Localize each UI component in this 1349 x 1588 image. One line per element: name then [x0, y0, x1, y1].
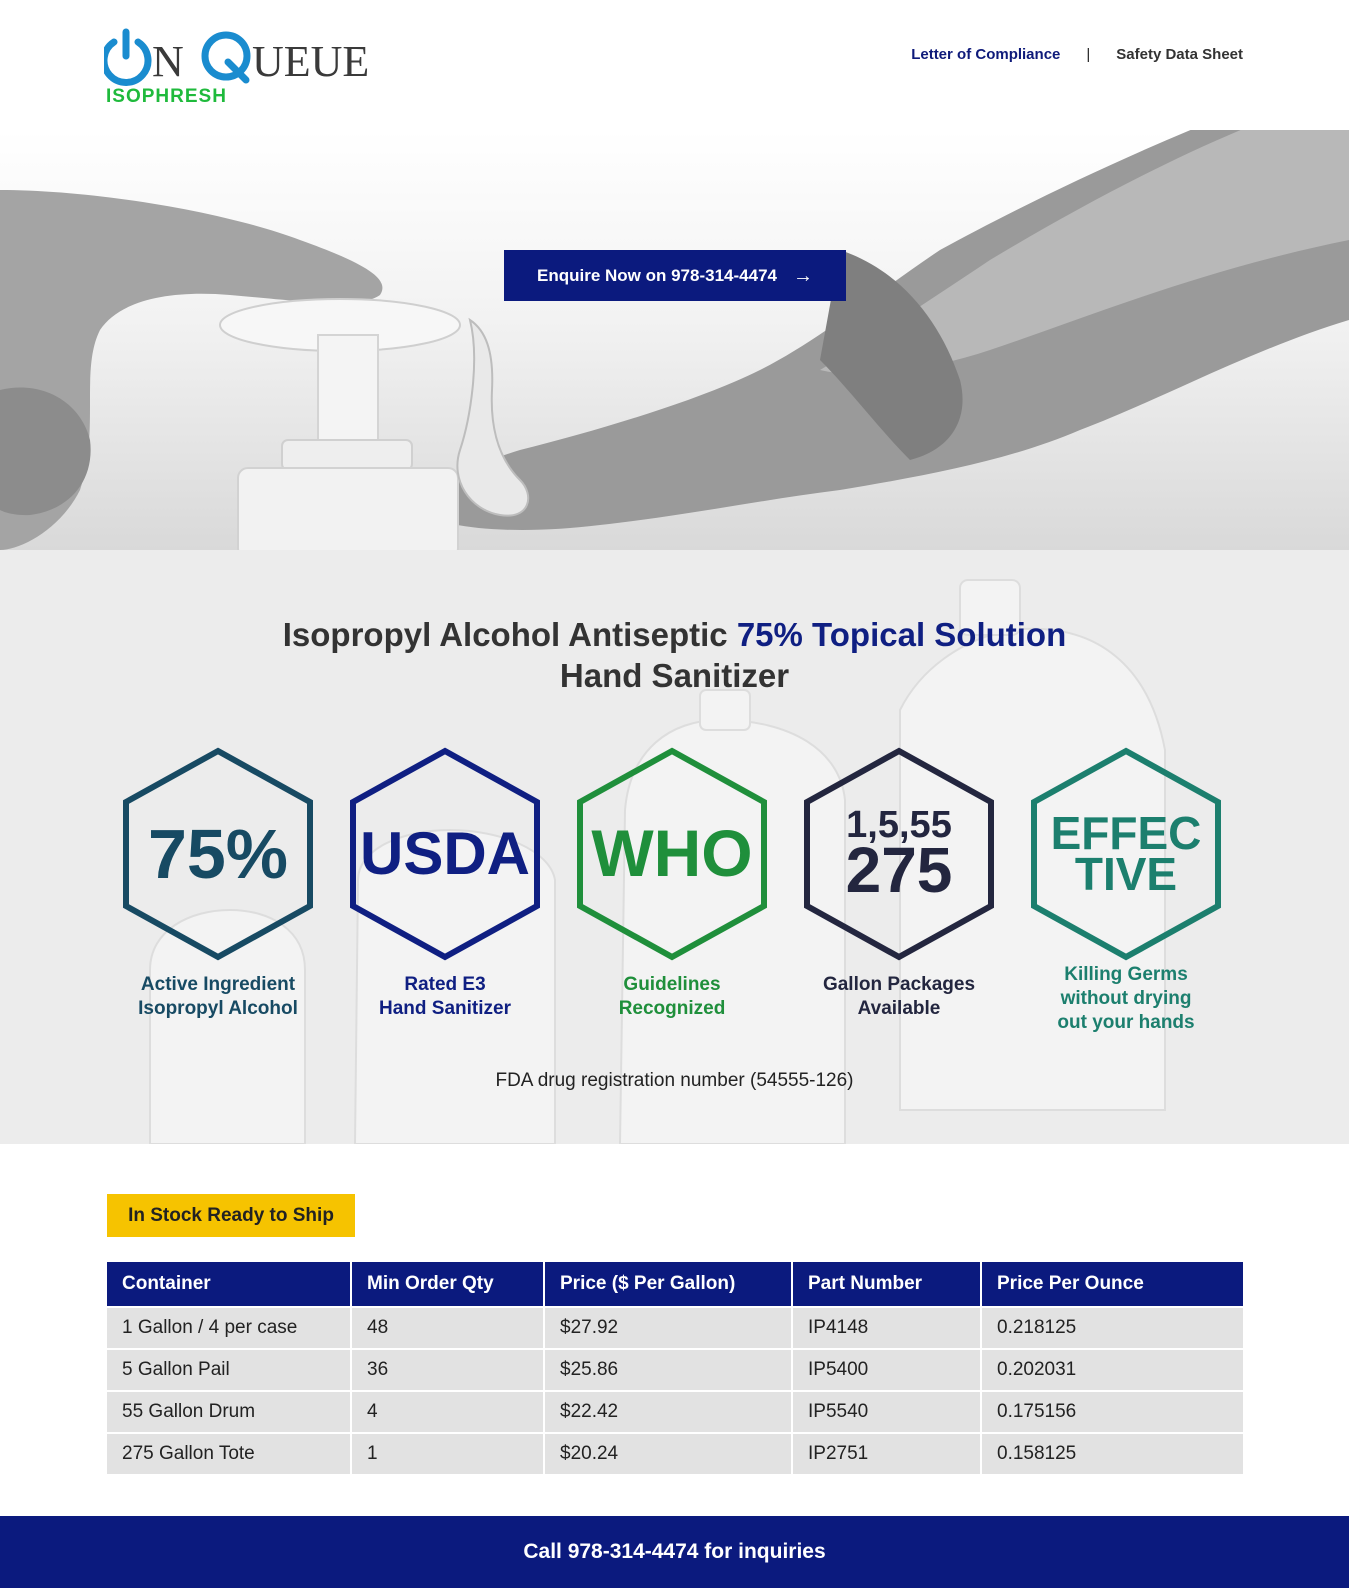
footer-call-banner[interactable]: Call 978-314-4474 for inquiries — [0, 1516, 1349, 1588]
cell-container: 55 Gallon Drum — [107, 1390, 352, 1432]
pricing-table: Container Min Order Qty Price ($ Per Gal… — [107, 1262, 1243, 1474]
badge-value: 75% — [147, 814, 289, 893]
hexagon-frame: 1,5,55 275 — [801, 747, 997, 961]
site-header: N UEUE ISOPHRESH Letter of Compliance | … — [0, 0, 1349, 130]
table-row: 275 Gallon Tote 1 $20.24 IP2751 0.158125 — [107, 1432, 1243, 1474]
top-nav: Letter of Compliance | Safety Data Sheet — [911, 46, 1243, 63]
cell-container: 5 Gallon Pail — [107, 1348, 352, 1390]
badge-caption: Killing Germs without drying out your ha… — [1028, 963, 1224, 1035]
badge-caption: Guidelines Recognized — [574, 973, 770, 1021]
badge-usda: USDA Rated E3 Hand Sanitizer — [347, 747, 543, 1021]
col-price-per-gallon: Price ($ Per Gallon) — [545, 1262, 793, 1306]
nav-safety-data-sheet[interactable]: Safety Data Sheet — [1116, 46, 1243, 63]
brand-logo[interactable]: N UEUE ISOPHRESH — [104, 26, 394, 112]
col-price-per-ounce: Price Per Ounce — [982, 1262, 1243, 1306]
badge-caption-line1: Gallon Packages — [822, 974, 976, 995]
cell-price-per-gallon: $27.92 — [545, 1306, 793, 1348]
table-header-row: Container Min Order Qty Price ($ Per Gal… — [107, 1262, 1243, 1306]
badge-caption-line1: Killing Germs — [1064, 964, 1188, 985]
cell-part-number: IP5400 — [793, 1348, 982, 1390]
cell-part-number: IP4148 — [793, 1306, 982, 1348]
badge-caption-line2: Available — [857, 998, 941, 1019]
cell-container: 275 Gallon Tote — [107, 1432, 352, 1474]
badge-caption-line2: Hand Sanitizer — [379, 998, 511, 1019]
cell-price-per-ounce: 0.158125 — [982, 1432, 1243, 1474]
table-row: 5 Gallon Pail 36 $25.86 IP5400 0.202031 — [107, 1348, 1243, 1390]
badge-caption: Active Ingredient Isopropyl Alcohol — [120, 973, 316, 1021]
fda-registration-text: FDA drug registration number (54555-126) — [495, 1070, 854, 1091]
cell-price-per-gallon: $20.24 — [545, 1432, 793, 1474]
badge-value: 1,5,55 275 — [801, 747, 997, 961]
hexagon-frame: WHO — [574, 747, 770, 961]
badge-who: WHO Guidelines Recognized — [574, 747, 770, 1021]
cell-price-per-ounce: 0.202031 — [982, 1348, 1243, 1390]
badge-active-ingredient: 75% Active Ingredient Isopropyl Alcohol — [120, 747, 316, 1021]
onqueue-logo-icon: N UEUE — [104, 28, 369, 86]
badge-value: EFFEC TIVE — [1028, 747, 1224, 961]
table-row: 1 Gallon / 4 per case 48 $27.92 IP4148 0… — [107, 1306, 1243, 1348]
badge-value: WHO — [591, 816, 753, 891]
enquire-now-button[interactable]: Enquire Now on 978-314-4474 → — [504, 250, 846, 301]
brand-subtitle: ISOPHRESH — [106, 86, 227, 107]
cell-part-number: IP2751 — [793, 1432, 982, 1474]
headline-line2: Hand Sanitizer — [559, 657, 790, 694]
badge-value-line2: TIVE — [1074, 848, 1178, 900]
badge-value-line1: EFFEC — [1050, 806, 1202, 859]
badge-value: USDA — [359, 820, 530, 887]
badge-caption-line2: Isopropyl Alcohol — [138, 998, 298, 1019]
cell-price-per-gallon: $22.42 — [545, 1390, 793, 1432]
cell-min-order-qty: 48 — [352, 1306, 545, 1348]
col-container: Container — [107, 1262, 352, 1306]
badge-caption-line3: out your hands — [1057, 1012, 1195, 1033]
col-min-order-qty: Min Order Qty — [352, 1262, 545, 1306]
badge-gallon-packages: 1,5,55 275 Gallon Packages Available — [801, 747, 997, 1021]
cell-min-order-qty: 4 — [352, 1390, 545, 1432]
nav-letter-of-compliance[interactable]: Letter of Compliance — [911, 46, 1061, 63]
hero-banner: Enquire Now on 978-314-4474 → — [0, 130, 1349, 550]
badge-caption-line2: without drying — [1060, 988, 1192, 1009]
arrow-right-icon: → — [792, 264, 813, 287]
logo-wordmark: N UEUE — [104, 26, 394, 86]
hexagon-frame: 75% — [120, 747, 316, 961]
cell-min-order-qty: 36 — [352, 1348, 545, 1390]
in-stock-badge: In Stock Ready to Ship — [107, 1194, 355, 1237]
hexagon-frame: USDA — [347, 747, 543, 961]
product-headline: Isopropyl Alcohol Antiseptic 75% Topical… — [0, 614, 1349, 696]
badge-caption: Gallon Packages Available — [801, 973, 997, 1021]
headline-part1: Isopropyl Alcohol Antiseptic — [282, 616, 737, 653]
badge-caption-line1: Guidelines — [623, 974, 721, 995]
cell-price-per-gallon: $25.86 — [545, 1348, 793, 1390]
hexagon-frame: EFFEC TIVE — [1028, 747, 1224, 961]
badge-caption-line2: Recognized — [618, 998, 726, 1019]
cell-price-per-ounce: 0.175156 — [982, 1390, 1243, 1432]
badge-effective: EFFEC TIVE Killing Germs without drying … — [1028, 747, 1224, 1035]
badge-caption-line1: Rated E3 — [404, 974, 486, 995]
nav-separator: | — [1086, 46, 1091, 63]
badge-caption: Rated E3 Hand Sanitizer — [347, 973, 543, 1021]
badge-caption-line1: Active Ingredient — [140, 974, 296, 995]
headline-accent: 75% Topical Solution — [736, 616, 1067, 653]
svg-text:N: N — [152, 37, 184, 86]
col-part-number: Part Number — [793, 1262, 982, 1306]
enquire-now-label: Enquire Now on 978-314-4474 — [537, 265, 777, 285]
cell-part-number: IP5540 — [793, 1390, 982, 1432]
badge-value-line1: 1,5,55 — [846, 804, 952, 847]
cell-container: 1 Gallon / 4 per case — [107, 1306, 352, 1348]
cell-price-per-ounce: 0.218125 — [982, 1306, 1243, 1348]
table-row: 55 Gallon Drum 4 $22.42 IP5540 0.175156 — [107, 1390, 1243, 1432]
features-section: Isopropyl Alcohol Antiseptic 75% Topical… — [0, 550, 1349, 1144]
cell-min-order-qty: 1 — [352, 1432, 545, 1474]
hand-sanitizer-photo — [0, 130, 1349, 550]
badge-value-line2: 275 — [845, 834, 953, 907]
svg-text:UEUE: UEUE — [252, 37, 369, 86]
